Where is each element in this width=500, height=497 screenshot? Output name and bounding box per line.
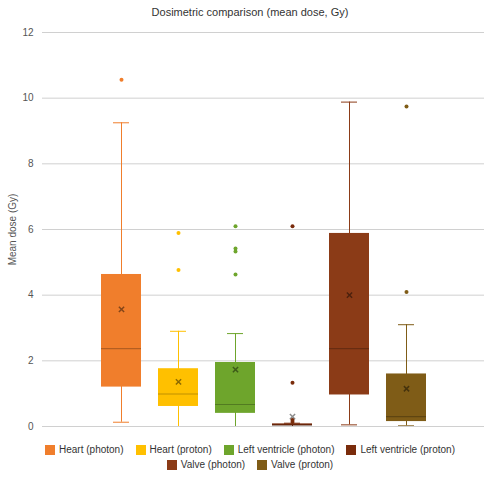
- html-text:Valve (photon): Valve (photon): [180, 459, 246, 470]
- html-text:Valve (proton): Valve (proton): [271, 459, 334, 470]
- svg-text:2: 2: [28, 355, 34, 366]
- svg-text:10: 10: [22, 92, 34, 103]
- svg-text:6: 6: [28, 224, 34, 235]
- html-text:Left ventricle (proton): Left ventricle (proton): [360, 444, 455, 455]
- html-text:Dosimetric comparison (mean do: Dosimetric comparison (mean dose, Gy): [151, 6, 349, 18]
- svg-text:Mean dose (Gy): Mean dose (Gy): [7, 194, 18, 266]
- svg-text:12: 12: [22, 27, 34, 38]
- html-text:Heart (photon): Heart (photon): [59, 444, 124, 455]
- svg-text:0: 0: [28, 421, 34, 432]
- html-text:Heart (proton): Heart (proton): [149, 444, 212, 455]
- svg-text:4: 4: [28, 289, 34, 300]
- svg-text:8: 8: [28, 158, 34, 169]
- html-text:Left ventricle (photon): Left ventricle (photon): [237, 444, 335, 455]
